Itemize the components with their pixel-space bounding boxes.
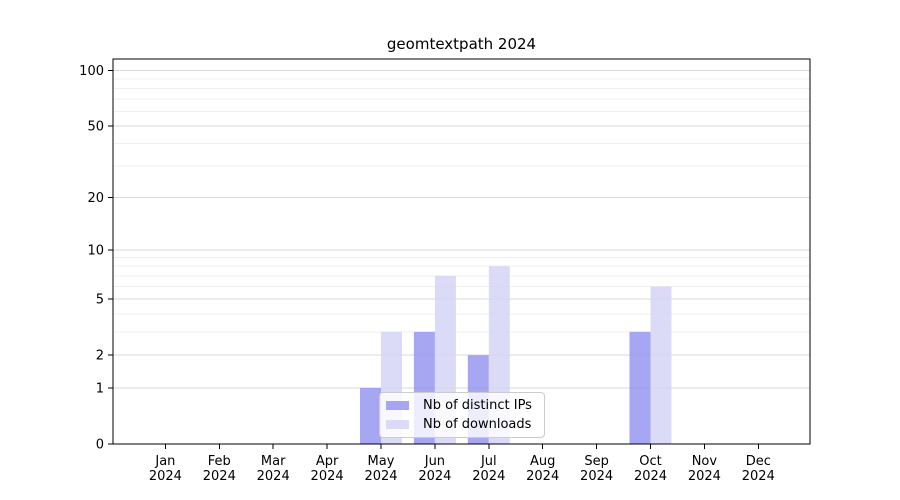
x-tick-label: Sep 2024 <box>580 454 613 484</box>
x-tick-label: Apr 2024 <box>311 454 344 484</box>
x-tick-label: Nov 2024 <box>688 454 721 484</box>
y-tick-label: 1 <box>96 381 104 396</box>
legend-item-downloads: Nb of downloads <box>386 417 538 432</box>
legend-label-downloads: Nb of downloads <box>423 416 532 432</box>
y-tick-label: 20 <box>87 191 104 206</box>
y-tick-label: 0 <box>96 438 104 453</box>
legend-label-distinct-ips: Nb of distinct IPs <box>423 398 532 414</box>
y-tick-label: 2 <box>96 349 104 364</box>
x-tick-label: Dec 2024 <box>742 454 775 484</box>
x-tick-label: Feb 2024 <box>203 454 236 484</box>
x-tick-label: May 2024 <box>364 454 397 484</box>
chart-title: geomtextpath 2024 <box>386 35 537 53</box>
x-tick-label: Jun 2024 <box>418 454 451 484</box>
plot-border <box>112 58 811 445</box>
chart-legend: Nb of distinct IPs Nb of downloads <box>379 392 545 438</box>
bar-downloads-oct <box>650 286 672 444</box>
y-tick-label: 10 <box>87 244 104 259</box>
x-tick-label: Oct 2024 <box>634 454 667 484</box>
legend-item-distinct-ips: Nb of distinct IPs <box>386 398 538 413</box>
x-tick-label: Mar 2024 <box>257 454 290 484</box>
bar-distinct-ips-oct <box>629 331 651 444</box>
y-tick-label: 100 <box>79 64 104 79</box>
x-tick-label: Jul 2024 <box>472 454 505 484</box>
legend-swatch-downloads <box>386 419 409 429</box>
x-tick-label: Aug 2024 <box>526 454 559 484</box>
x-tick-label: Jan 2024 <box>149 454 182 484</box>
y-tick-label: 5 <box>96 293 104 308</box>
legend-swatch-distinct-ips <box>386 401 409 411</box>
bar-distinct-ips-may <box>360 387 381 444</box>
y-tick-label: 50 <box>87 119 104 134</box>
